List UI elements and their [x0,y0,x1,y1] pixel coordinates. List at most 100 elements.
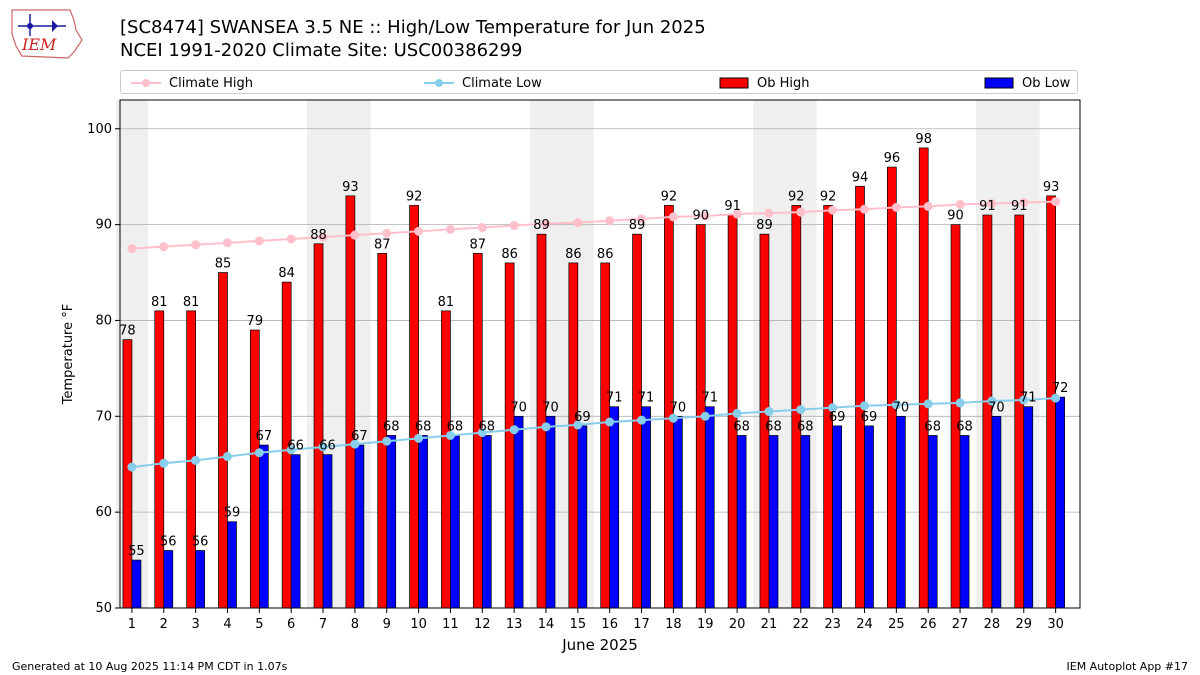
ob-high-bar [345,195,356,609]
ob-high-bar [855,185,865,609]
climate-low-point [254,448,264,458]
climate-low-point [222,452,232,462]
ob-low-bar [354,444,365,609]
ob-high-bar [504,262,515,609]
legend-item-climate-low: Climate Low [424,71,542,95]
x-tick-label: 18 [665,617,682,632]
legend: Climate High Climate Low Ob High Ob Low [120,70,1078,94]
ob-high-value-label: 89 [756,218,773,233]
ob-high-value-label: 81 [151,295,168,310]
climate-low-point [764,407,774,417]
legend-label-climate-high: Climate High [169,75,254,91]
ob-low-bar [577,425,588,609]
ob-high-value-label: 86 [501,247,518,262]
x-tick-label: 5 [255,617,263,632]
ob-low-value-label: 71 [606,391,623,406]
climate-high-point [350,230,360,240]
climate-low-point [1051,393,1061,403]
climate-low-point [955,398,965,408]
ob-high-value-label: 92 [788,189,805,204]
ob-low-bar [959,435,970,609]
ob-high-value-label: 93 [342,180,359,195]
ob-high-bar [441,310,451,609]
x-axis-label: June 2025 [561,636,638,654]
climate-low-point [1019,395,1029,405]
ob-high-value-label: 86 [565,247,582,262]
ob-low-value-label: 70 [670,400,687,415]
ob-low-bar [896,415,906,609]
ob-high-value-label: 91 [979,199,996,214]
ob-low-value-label: 71 [1020,391,1037,406]
climate-high-point [700,211,710,221]
ob-high-value-label: 81 [438,295,455,310]
climate-high-line [131,200,1056,250]
ob-high-bar [950,224,961,609]
ob-high-bar [409,205,419,609]
ob-low-value-label: 59 [224,506,241,521]
climate-low-point [509,425,519,435]
climate-high-point [254,236,264,246]
ob-low-bar [290,454,301,609]
ob-low-value-label: 68 [383,419,400,434]
climate-low-point [382,436,392,446]
ob-low-bar [386,435,397,609]
climate-high-point [222,238,232,248]
ob-low-swatch [984,77,1014,89]
climate-high-point [637,214,647,224]
ob-low-value-label: 70 [893,400,910,415]
ob-high-bar [218,272,228,609]
ob-low-value-label: 68 [733,419,750,434]
ob-low-value-label: 56 [160,534,177,549]
ob-low-bar [545,415,556,609]
legend-item-ob-low: Ob Low [984,71,1070,95]
climate-low-point [891,400,901,410]
climate-low-point [605,417,615,427]
ob-low-bar [768,435,779,609]
x-tick-label: 19 [697,617,714,632]
ob-high-value-label: 91 [1011,199,1028,214]
ob-high-value-label: 78 [119,324,136,339]
climate-high-point [668,212,678,222]
ob-low-bar [450,435,460,609]
climate-low-point [477,428,487,438]
ob-high-value-label: 88 [310,228,327,243]
ob-high-value-label: 92 [820,189,837,204]
ob-low-value-label: 70 [542,400,559,415]
ob-high-value-label: 85 [215,257,232,272]
ob-high-bar [568,262,579,609]
climate-high-point [286,234,296,244]
app-credit: IEM Autoplot App #17 [1066,660,1189,673]
plot-frame [119,99,1081,609]
ob-low-value-label: 69 [861,410,878,425]
x-tick-label: 16 [601,617,618,632]
ob-low-bar [641,406,651,609]
ob-low-bar [131,559,142,609]
ob-high-bar [918,147,929,609]
ob-low-bar [1023,406,1034,609]
y-tick-label: 60 [95,505,112,520]
x-tick-label: 27 [952,617,969,632]
x-tick-label: 11 [442,617,459,632]
ob-high-value-label: 90 [947,209,964,224]
ob-low-bar [991,415,1002,609]
ob-low-bar [800,435,811,609]
climate-high-point [987,199,997,209]
ob-low-value-label: 68 [797,419,814,434]
ob-low-bar [163,550,174,609]
ob-high-value-label: 86 [597,247,614,262]
x-tick-label: 22 [793,617,810,632]
y-tick-label: 100 [87,122,112,137]
ob-high-bar [249,329,260,609]
ob-low-value-label: 67 [256,429,273,444]
ob-high-value-label: 94 [852,170,869,185]
ob-high-value-label: 84 [278,266,295,281]
legend-item-climate-high: Climate High [131,71,253,95]
ob-high-bar [1014,214,1025,609]
ob-high-value-label: 92 [661,189,678,204]
ob-low-bar [736,435,747,609]
x-tick-label: 29 [1015,617,1032,632]
x-tick-label: 13 [506,617,523,632]
climate-high-point [860,204,870,214]
climate-low-point [541,422,551,432]
ob-high-value-label: 92 [406,189,423,204]
